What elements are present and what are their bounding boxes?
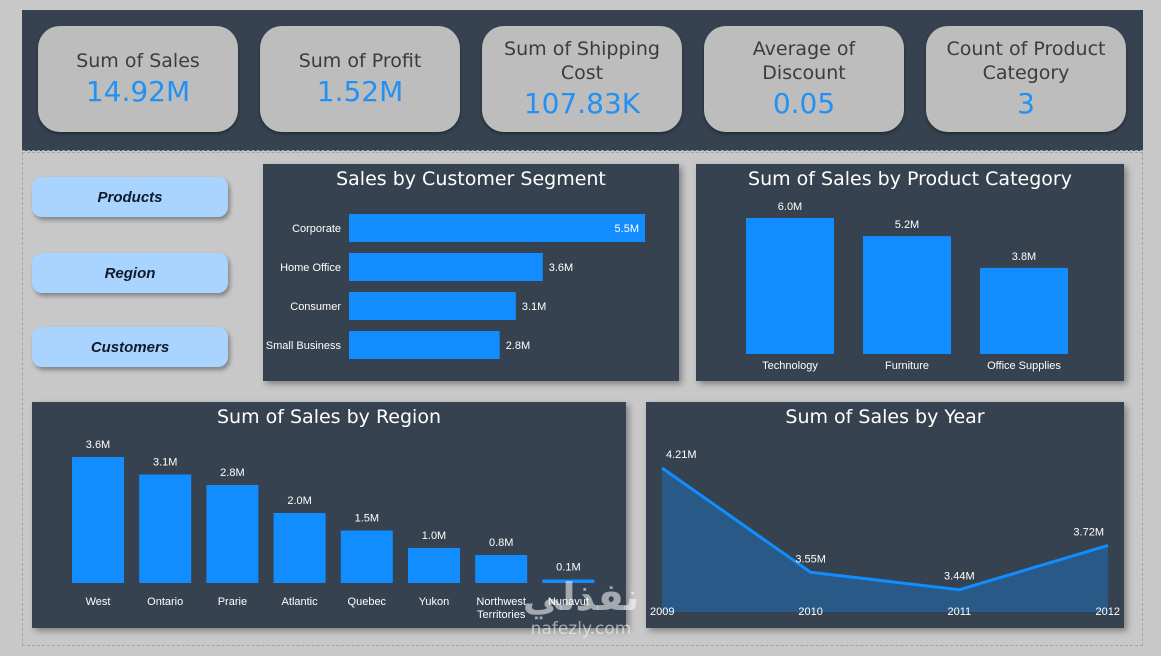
kpi-value: 3 xyxy=(1017,87,1035,120)
region-bar[interactable] xyxy=(542,579,595,584)
category-label: Prarie xyxy=(218,596,247,608)
kpi-value: 1.52M xyxy=(316,75,404,108)
region-bar[interactable] xyxy=(206,485,259,583)
category-label: Consumer xyxy=(290,301,341,313)
data-label: 0.8M xyxy=(489,537,513,549)
category-label: Atlantic xyxy=(282,596,319,608)
kpi-value: 107.83K xyxy=(523,87,641,120)
data-label: 3.1M xyxy=(522,301,546,313)
segment-bar[interactable] xyxy=(349,253,543,281)
region-bar[interactable] xyxy=(340,530,393,584)
chart-title: Sales by Customer Segment xyxy=(336,168,606,190)
region-bar[interactable] xyxy=(139,474,192,584)
year-chart-panel[interactable]: Sum of Sales by Year 4.21M 2009 3.55M 2010 3… xyxy=(646,402,1124,628)
region-bar-chart: 3.6M West 3.1M Ontario 2.8M Prarie 2.0M Atlanti… xyxy=(72,439,595,621)
kpi-band: Sum of Sales 14.92M Sum of Profit 1.52M … xyxy=(22,10,1143,151)
data-label: 3.44M xyxy=(944,571,975,583)
category-label: Nunavut xyxy=(548,596,589,608)
data-label: 6.0M xyxy=(778,201,802,213)
customers-button[interactable]: Customers xyxy=(32,327,228,367)
data-label: 2.8M xyxy=(506,340,530,352)
category-label: Technology xyxy=(762,360,818,372)
watermark: نفذلي nafezly.com xyxy=(506,575,656,655)
data-label: 1.0M xyxy=(422,530,446,542)
kpi-title: Sum of Sales xyxy=(76,50,200,72)
category-label: Corporate xyxy=(292,223,341,235)
kpi-title: Count of Product Category xyxy=(946,38,1106,84)
kpi-card-shipping-cost[interactable]: Sum of Shipping Cost 107.83K xyxy=(482,26,682,132)
segment-chart-panel[interactable]: Sales by Customer Segment Corporate 5.5M H… xyxy=(263,164,679,381)
kpi-card-sales[interactable]: Sum of Sales 14.92M xyxy=(38,26,238,132)
data-label: 4.21M xyxy=(666,449,697,461)
kpi-card-product-category[interactable]: Count of Product Category 3 xyxy=(926,26,1126,132)
region-bar[interactable] xyxy=(273,513,326,583)
chart-title: Sum of Sales by Year xyxy=(785,406,985,428)
data-label: 3.55M xyxy=(795,553,826,565)
kpi-title: Average of Discount xyxy=(752,38,856,84)
category-bar[interactable] xyxy=(746,218,834,354)
region-bar[interactable] xyxy=(72,457,124,583)
area-fill xyxy=(662,468,1108,612)
category-label: West xyxy=(86,596,111,608)
data-label: 0.1M xyxy=(556,562,580,574)
kpi-title: Sum of Profit xyxy=(298,50,422,72)
category-chart-panel[interactable]: Sum of Sales by Product Category 6.0M Tec… xyxy=(696,164,1124,381)
segment-bar[interactable] xyxy=(349,292,516,320)
data-label: 1.5M xyxy=(355,513,379,525)
category-bar[interactable] xyxy=(863,236,951,354)
segment-bar-chart: Corporate 5.5M Home Office 3.6M Consumer 3.1M… xyxy=(266,214,645,359)
category-label: Small Business xyxy=(266,340,342,352)
category-label: Home Office xyxy=(280,262,341,274)
category-bar-chart: 6.0M Technology 5.2M Furniture 3.8M Office Su… xyxy=(746,201,1068,372)
category-label: Yukon xyxy=(419,596,450,608)
data-label: 5.2M xyxy=(895,219,919,231)
products-button[interactable]: Products xyxy=(32,177,228,217)
watermark-latin: nafezly.com xyxy=(530,619,632,639)
series-line[interactable] xyxy=(661,466,1109,592)
kpi-card-discount[interactable]: Average of Discount 0.05 xyxy=(704,26,904,132)
region-bar[interactable] xyxy=(408,548,460,583)
region-button[interactable]: Region xyxy=(32,253,228,293)
data-label: 5.5M xyxy=(615,223,639,235)
report-canvas xyxy=(22,152,1143,646)
category-label: Furniture xyxy=(885,360,929,372)
data-label: 3.8M xyxy=(1012,251,1036,263)
data-label: 2.0M xyxy=(287,495,311,507)
data-label: 3.72M xyxy=(1073,526,1104,538)
data-label: 2.8M xyxy=(220,467,244,479)
segment-bar[interactable] xyxy=(349,331,500,359)
x-tick-label: 2010 xyxy=(798,606,822,618)
x-tick-label: 2011 xyxy=(948,606,972,618)
kpi-title: Sum of Shipping Cost xyxy=(504,38,660,84)
region-bar[interactable] xyxy=(475,555,528,583)
watermark-arabic: نفذلي xyxy=(522,575,640,619)
chart-title: Sum of Sales by Region xyxy=(216,406,441,428)
category-label: Office Supplies xyxy=(987,360,1061,372)
category-label: Northwest Territories xyxy=(476,596,526,621)
category-label: Quebec xyxy=(348,596,387,608)
data-label: 3.1M xyxy=(153,457,177,469)
chart-title: Sum of Sales by Product Category xyxy=(748,168,1072,190)
region-chart-panel[interactable]: Sum of Sales by Region 3.6M West 3.1M Ontar… xyxy=(32,402,626,628)
kpi-value: 0.05 xyxy=(772,87,836,120)
kpi-value: 14.92M xyxy=(85,75,191,108)
x-tick-label: 2012 xyxy=(1096,606,1120,618)
category-label: Ontario xyxy=(147,596,183,608)
data-label: 3.6M xyxy=(86,439,110,451)
segment-bar[interactable] xyxy=(349,214,645,242)
year-area-chart: 4.21M 2009 3.55M 2010 3.44M 2011 3.72M 2012 xyxy=(650,449,1120,618)
kpi-card-profit[interactable]: Sum of Profit 1.52M xyxy=(260,26,460,132)
category-bar[interactable] xyxy=(980,267,1068,354)
x-tick-label: 2009 xyxy=(650,606,674,618)
data-label: 3.6M xyxy=(549,262,573,274)
